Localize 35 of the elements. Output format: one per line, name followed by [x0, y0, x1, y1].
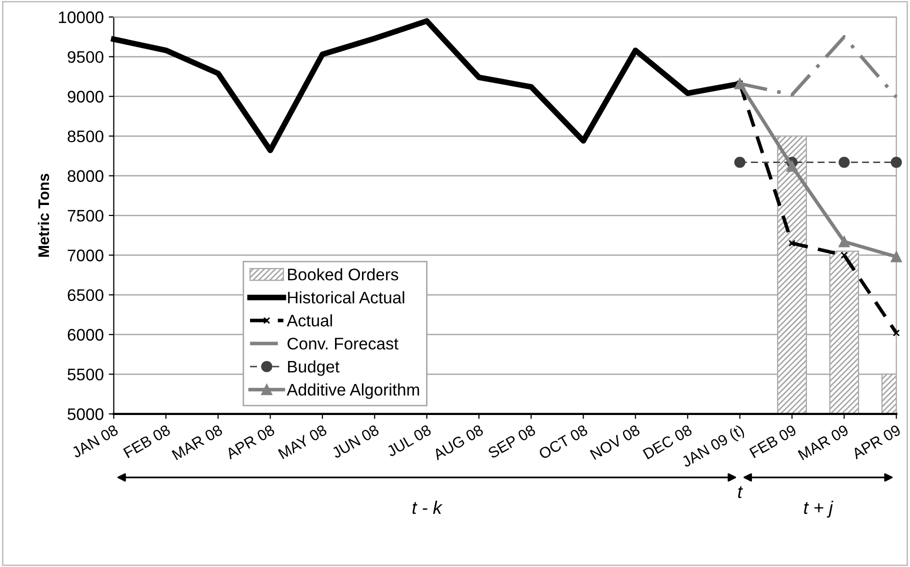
- y-tick-label: 9500: [68, 51, 104, 63]
- x-tick-label: NOV 08: [590, 424, 641, 460]
- y-tick-label: 10000: [58, 11, 104, 24]
- text: t - k: [412, 500, 443, 514]
- y-tick-label: 7500: [68, 210, 104, 222]
- y-tick-label: 9000: [68, 90, 104, 103]
- y-tick-label: 6000: [68, 328, 104, 341]
- x-tick-label: AUG 08: [432, 424, 484, 461]
- x-tick-label: JAN 08: [70, 424, 119, 458]
- text: t + j: [804, 500, 834, 518]
- y-tick-label: 7000: [68, 250, 104, 262]
- legend-label: Actual: [286, 314, 332, 327]
- y-axis-title: Metric Tons: [38, 174, 50, 257]
- x-tick-label: APR 08: [224, 424, 276, 460]
- legend-label: Conv. Forecast: [288, 338, 398, 350]
- legend-label: Budget: [288, 360, 340, 376]
- x-tick-label: OCT 08: [538, 424, 588, 460]
- x-tick-label: FEB 08: [123, 424, 171, 458]
- x-tick-label: MAY 08: [278, 424, 328, 460]
- y-tick-label: 5500: [68, 368, 104, 380]
- x-tick-label: MAR 08: [172, 424, 224, 460]
- x-tick-label: APR 09: [850, 424, 902, 460]
- x-tick-label: FEB 09: [749, 424, 797, 458]
- legend-label: Booked Orders: [288, 268, 398, 280]
- y-tick-label: 8000: [68, 170, 104, 182]
- x-tick-label: JUN 08: [330, 424, 380, 459]
- x-tick-label: MAR 09: [798, 424, 850, 460]
- legend-label: Additive Algorithm: [286, 383, 420, 399]
- x-tick-label: JUL 08: [386, 424, 432, 458]
- legend-label: Historical Actual: [288, 291, 404, 304]
- text: t: [738, 486, 743, 498]
- y-tick-label: 5000: [68, 408, 104, 420]
- y-tick-label: 6500: [68, 289, 104, 302]
- x-tick-label: SEP 08: [487, 424, 536, 459]
- y-tick-label: 8500: [68, 130, 104, 142]
